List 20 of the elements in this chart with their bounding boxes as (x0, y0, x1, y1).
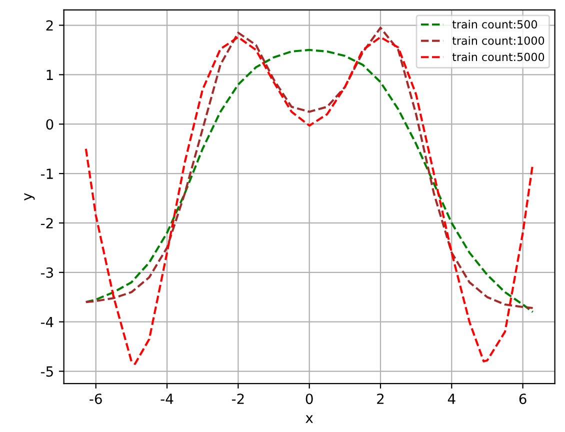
y-tick-label: -3 (40, 267, 54, 278)
y-tick-label: -2 (40, 218, 53, 228)
x-axis-title: x (306, 415, 313, 423)
y-tick-label: -4 (40, 316, 54, 328)
y-axis-title: y (24, 193, 35, 200)
y-tick-label: 2 (46, 20, 53, 31)
x-tick-label: 4 (448, 394, 456, 404)
y-tick-label: 0 (46, 119, 54, 130)
y-tick-label: -1 (40, 168, 53, 179)
y-tick-label: 1 (46, 70, 53, 80)
x-tick-label: 2 (377, 394, 384, 404)
x-tick-label: -4 (160, 394, 174, 404)
legend-label: train count:5000 (452, 52, 544, 62)
x-tick-label: 6 (519, 394, 526, 404)
legend-label: train count:500 (452, 20, 538, 29)
x-tick-label: -6 (90, 394, 102, 404)
x-tick-label: -2 (232, 394, 244, 404)
y-tick-label: -5 (40, 366, 53, 377)
x-tick-label: 0 (306, 394, 313, 404)
legend-label: train count:1000 (452, 36, 544, 45)
